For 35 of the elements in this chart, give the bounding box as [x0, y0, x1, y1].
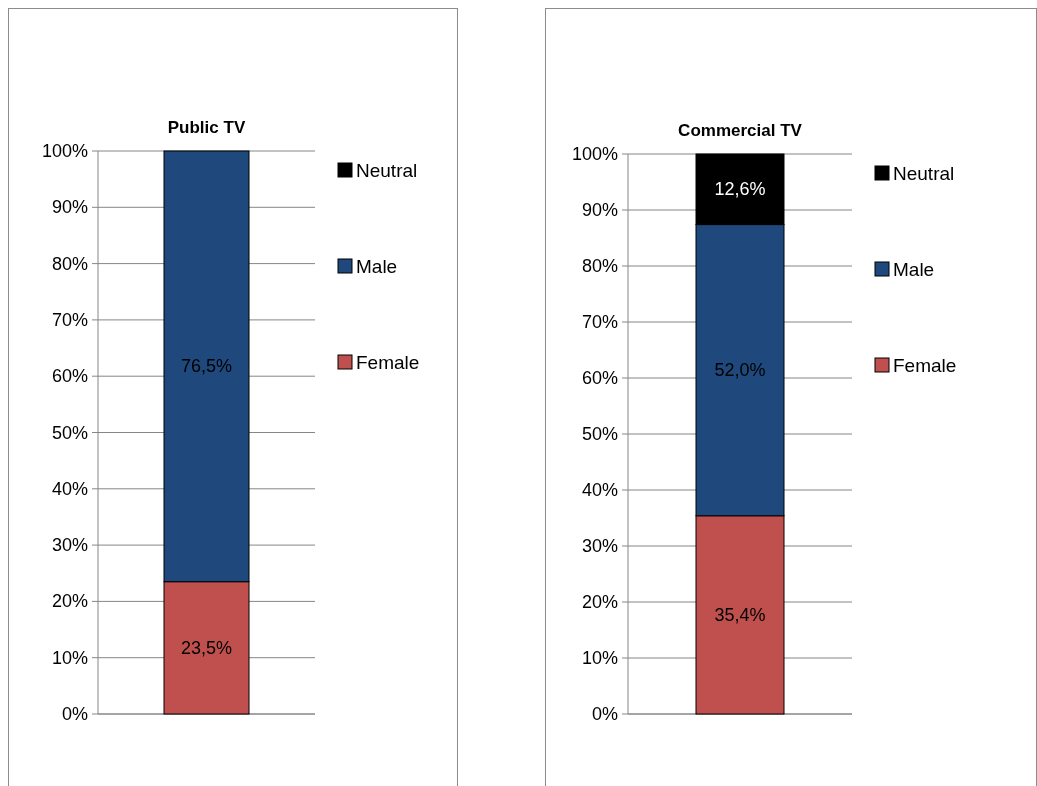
y-tick-label: 100% [41, 141, 88, 161]
data-label: 12,6% [714, 179, 766, 200]
y-tick-label: 40% [581, 480, 618, 500]
y-tick-label: 0% [61, 704, 88, 724]
data-label: 23,5% [180, 637, 233, 658]
data-label: 35,4% [714, 604, 766, 625]
chart-title: Public TV [167, 118, 246, 137]
legend-label: Neutral [893, 162, 955, 184]
legend-label: Female [356, 351, 420, 373]
y-tick-label: 30% [581, 536, 618, 556]
legend-label: Female [893, 354, 957, 376]
y-tick-label: 10% [51, 647, 88, 668]
y-tick-label: 80% [581, 256, 618, 276]
legend-label: Male [356, 255, 398, 277]
y-tick-label: 20% [51, 591, 88, 612]
y-tick-label: 80% [51, 253, 88, 274]
y-tick-label: 60% [581, 368, 618, 388]
data-label: 76,5% [180, 356, 233, 377]
chart-title: Commercial TV [678, 121, 803, 140]
y-tick-label: 10% [581, 648, 618, 668]
legend-label: Male [893, 258, 935, 280]
y-tick-label: 70% [581, 312, 618, 332]
y-tick-label: 90% [51, 197, 88, 218]
y-tick-label: 50% [51, 422, 88, 443]
y-tick-label: 30% [51, 535, 88, 556]
y-tick-label: 40% [51, 478, 88, 499]
data-label: 52,0% [714, 360, 766, 381]
y-tick-label: 20% [581, 592, 618, 612]
y-tick-label: 50% [581, 424, 618, 444]
y-tick-label: 70% [51, 309, 88, 330]
y-tick-label: 100% [571, 144, 618, 164]
y-tick-label: 0% [591, 704, 618, 724]
legend-label: Neutral [356, 159, 418, 181]
y-tick-label: 90% [581, 200, 618, 220]
y-tick-label: 60% [51, 366, 88, 387]
